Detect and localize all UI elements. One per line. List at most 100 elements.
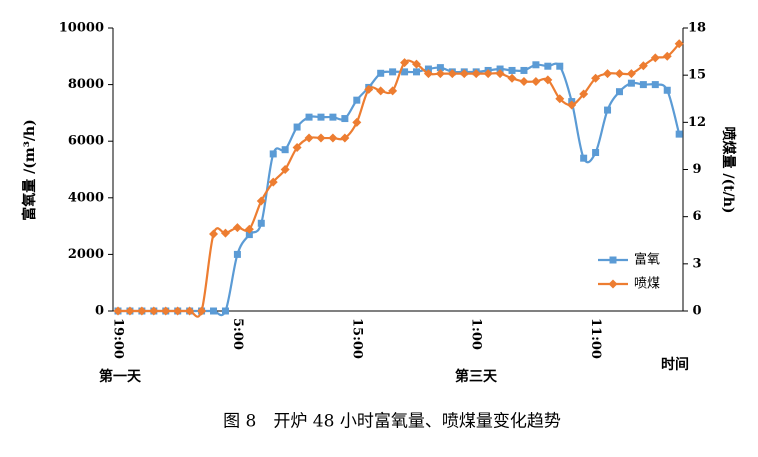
chart-title: 图 8 开炉 48 小时富氧量、喷煤量变化趋势 <box>223 412 561 432</box>
y-tick-label: 8000 <box>68 77 104 92</box>
marker <box>580 154 588 162</box>
marker <box>608 279 618 289</box>
marker <box>413 68 420 76</box>
x-axis-label: 时间 <box>661 356 689 373</box>
marker <box>173 306 183 316</box>
marker <box>244 224 254 234</box>
marker <box>447 69 457 79</box>
marker <box>245 231 253 239</box>
marker <box>471 69 481 79</box>
y2-tick-label: 0 <box>692 304 701 319</box>
marker <box>280 165 290 174</box>
y-tick-label: 2000 <box>68 247 104 262</box>
marker <box>209 229 219 239</box>
y2-axis-label: 喷煤量 /(t/h) <box>720 127 737 214</box>
marker <box>508 66 516 74</box>
annotation: 第三天 <box>455 368 498 385</box>
y2-tick-label: 15 <box>688 68 706 83</box>
legend-box <box>595 247 677 297</box>
marker <box>401 68 409 76</box>
marker <box>221 307 229 315</box>
marker <box>292 142 302 152</box>
marker <box>328 133 338 143</box>
marker <box>232 223 242 233</box>
marker <box>305 113 313 121</box>
marker <box>639 81 647 89</box>
marker <box>388 86 398 96</box>
marker <box>210 307 218 315</box>
marker <box>161 306 171 316</box>
marker <box>340 133 350 143</box>
y2-tick-label: 9 <box>692 162 701 177</box>
x-tick-label: 15:00 <box>349 318 364 359</box>
x-tick-label: 1:00 <box>469 318 484 350</box>
annotation: 第一天 <box>99 368 142 385</box>
marker <box>556 62 564 70</box>
marker <box>663 86 671 94</box>
marker <box>555 94 565 104</box>
marker <box>614 69 624 79</box>
marker <box>389 68 397 76</box>
x-tick-label: 11:00 <box>588 318 603 359</box>
marker <box>496 65 504 73</box>
marker <box>609 256 617 264</box>
marker <box>377 69 385 77</box>
marker <box>579 89 589 99</box>
marker <box>220 228 230 238</box>
marker <box>650 53 660 63</box>
marker <box>329 113 337 121</box>
y-tick-label: 4000 <box>68 190 104 205</box>
y-tick-label: 6000 <box>68 134 104 149</box>
marker <box>592 149 600 157</box>
marker <box>591 73 601 83</box>
marker <box>268 177 278 187</box>
marker <box>341 115 349 123</box>
marker <box>520 66 528 74</box>
marker <box>507 73 517 83</box>
marker <box>604 106 612 114</box>
marker <box>316 133 326 143</box>
marker <box>353 96 361 104</box>
marker <box>125 306 135 316</box>
legend-label: 喷煤 <box>634 277 660 292</box>
marker <box>662 51 672 61</box>
marker <box>627 79 635 87</box>
marker <box>412 59 421 69</box>
marker <box>483 69 493 79</box>
marker <box>304 133 314 143</box>
marker <box>400 58 410 68</box>
marker <box>435 69 445 79</box>
y-tick-label: 10000 <box>59 21 104 36</box>
marker <box>544 62 552 70</box>
y-tick-label: 0 <box>95 304 104 319</box>
marker <box>675 130 683 138</box>
y2-tick-label: 12 <box>688 115 706 130</box>
marker <box>197 306 207 316</box>
marker <box>638 61 648 71</box>
x-tick-label: 5:00 <box>230 318 245 350</box>
marker <box>233 250 241 258</box>
marker <box>495 69 505 79</box>
marker <box>615 88 623 96</box>
marker <box>257 219 265 227</box>
marker <box>459 69 469 79</box>
marker <box>532 61 540 69</box>
marker <box>113 306 123 316</box>
marker <box>423 69 433 79</box>
legend-label: 富氧 <box>634 252 660 268</box>
y2-tick-label: 3 <box>692 256 701 271</box>
marker <box>185 306 195 316</box>
y-axis-label: 富氧量 /(m³/h) <box>21 119 38 220</box>
marker <box>519 76 529 86</box>
y2-tick-label: 18 <box>688 21 706 36</box>
marker <box>293 123 301 131</box>
marker <box>137 306 147 316</box>
marker <box>256 196 266 206</box>
marker <box>364 84 374 94</box>
marker <box>674 39 684 49</box>
marker <box>269 150 277 158</box>
marker <box>281 146 289 154</box>
x-tick-label: 19:00 <box>111 318 126 359</box>
marker <box>651 81 659 89</box>
